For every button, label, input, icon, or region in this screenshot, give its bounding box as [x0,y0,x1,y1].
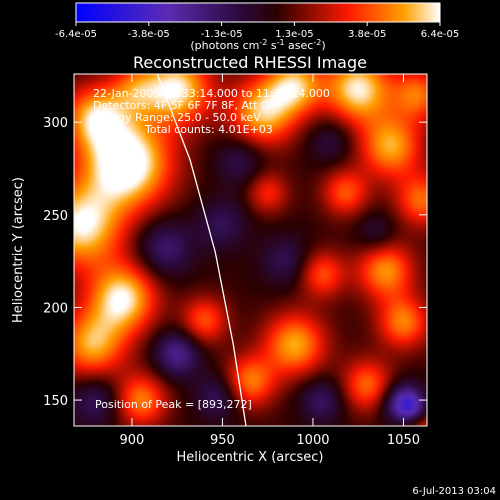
y-axis-label: Heliocentric Y (arcsec) [11,177,26,323]
chart-title: Reconstructed RHESSI Image [133,53,367,72]
colorbar-tick-label: -3.8e-05 [128,29,170,40]
x-axis-label: Heliocentric X (arcsec) [177,450,324,465]
colorbar-tick-label: -1.3e-05 [201,29,243,40]
x-tick-label: 950 [210,433,235,448]
colorbar-unit-label: (photons cm-2 s-1 asec-2) [190,38,325,52]
colorbar-tick-label: 6.4e-05 [421,29,459,40]
colorbar-tick-label: 3.8e-05 [348,29,386,40]
y-tick-label: 200 [43,301,68,316]
axis-ticks: 900 950 1000 1050 150 200 250 300 [43,74,427,448]
annotation-detectors: Detectors: 4F 5F 6F 7F 8F, Att 0 [93,99,268,112]
y-tick-label: 300 [43,116,68,131]
annotation-counts: Total counts: 4.01E+03 [144,123,273,136]
annotation-peak-position: Position of Peak = [893,272] [95,398,252,411]
colorbar [75,2,441,23]
y-tick-label: 150 [43,394,68,409]
colorbar-tick-label: -6.4e-05 [55,29,97,40]
colorbar-tick-label: 1.3e-05 [275,29,313,40]
plot-timestamp: 6-Jul-2013 03:04 [412,486,496,497]
x-tick-label: 1000 [296,433,329,448]
plot-frame [73,73,428,427]
colorbar-ticks: -6.4e-05 -3.8e-05 -1.3e-05 1.3e-05 3.8e-05 6.… [55,22,459,40]
annotation-energy: Energy Range: 25.0 - 50.0 keV [93,111,261,124]
heatmap-image [74,74,427,426]
x-tick-label: 900 [120,433,145,448]
y-tick-label: 250 [43,209,68,224]
x-tick-label: 1050 [387,433,420,448]
annotation-method: Clean [93,123,124,136]
annotation-time: 22-Jan-2005 11:33:14.000 to 11:39:14.000 [93,87,330,100]
solar-limb-line [156,74,247,426]
